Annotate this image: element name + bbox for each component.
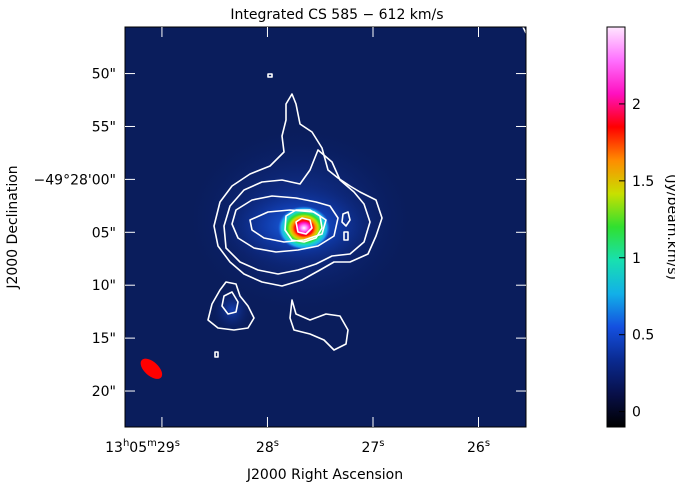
contour-east-knot [341,211,351,241]
contours [207,27,526,358]
x-tick-label: 13h05m29s [105,438,180,456]
y-tick-label: 15" [92,331,116,347]
colorbar-tick-label: 0.5 [632,328,654,344]
x-axis-ticks: 13h05m29s 28s 27s 26s [105,27,490,456]
y-tick-label: 10" [92,278,116,294]
x-tick-label: 27s [361,438,384,456]
contour-level-6 [295,217,313,235]
contour-south-knot [207,281,255,331]
contour-level-5 [284,209,323,243]
contour-level-4 [249,209,327,243]
colorbar-tick-label: 1.5 [632,174,654,190]
beam-ellipse [140,358,163,379]
contour-level-3 [231,195,339,253]
y-axis-label: J2000 Declination [5,165,21,289]
colorbar-ticks: 0 0.5 1 1.5 2 [619,97,654,421]
y-tick-label: 55" [92,119,116,135]
colorbar-label: (Jy/beam.km/s) [664,174,675,280]
x-tick-label: 26s [467,438,490,456]
colorbar-tick-label: 1 [632,251,641,267]
colorbar-tick-label: 2 [632,97,641,113]
y-tick-label: 50" [92,67,116,83]
contour-speck-north [267,73,273,78]
chart-title: Integrated CS 585 − 612 km/s [230,7,443,23]
plot-frame [124,26,527,428]
x-tick-label: 28s [256,438,279,456]
contour-speck-south [214,351,219,358]
y-tick-label: −49°28'00" [34,172,116,188]
colorbar-gradient [606,26,626,428]
colorbar-tick-label: 0 [632,405,641,421]
y-axis-ticks: 50" 55" −49°28'00" 05" 10" 15" 20" [34,67,526,400]
contour-south-knot-inner [221,291,239,315]
contour-level-2 [223,149,371,275]
map-image [125,27,526,427]
y-tick-label: 05" [92,225,116,241]
y-tick-label: 20" [92,384,116,400]
colorbar: 0 0.5 1 1.5 2 (Jy/beam.km/s) [606,26,675,428]
contour-south-filament [289,299,349,351]
contour-level-1 [213,93,383,287]
x-axis-label: J2000 Right Ascension [246,467,403,483]
